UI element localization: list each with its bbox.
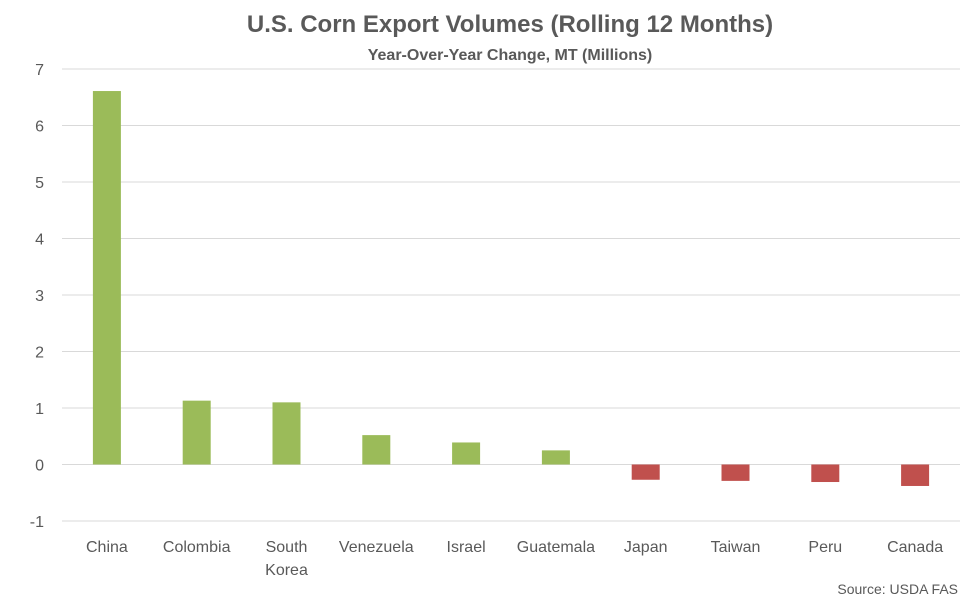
y-tick-label: 1	[35, 401, 44, 418]
source-note: Source: USDA FAS	[837, 581, 958, 597]
bar	[541, 450, 570, 465]
bar	[631, 464, 660, 480]
y-tick-label: 2	[35, 345, 44, 362]
chart-subtitle: Year-Over-Year Change, MT (Millions)	[368, 47, 653, 64]
bar	[272, 402, 301, 465]
x-category-label: Peru	[808, 539, 842, 556]
y-tick-label: -1	[30, 514, 44, 531]
y-tick-label: 3	[35, 288, 44, 305]
bar	[362, 435, 391, 465]
y-tick-label: 6	[35, 119, 44, 136]
bar	[811, 464, 840, 483]
y-tick-label: 4	[35, 232, 44, 249]
chart-title: U.S. Corn Export Volumes (Rolling 12 Mon…	[247, 11, 773, 38]
x-category-label: China	[86, 539, 128, 556]
bar	[92, 91, 121, 465]
bar	[182, 400, 211, 465]
x-category-label: Israel	[447, 539, 486, 556]
bars	[92, 91, 930, 486]
x-category-label: Venezuela	[339, 539, 414, 556]
x-category-label: Guatemala	[517, 539, 595, 556]
x-category-label: Taiwan	[711, 539, 761, 556]
x-axis-categories: China Colombia South Korea Venezuela Israel Gu…	[86, 539, 943, 579]
y-axis-ticks: -1 0 1 2 3 4 5 6 7	[30, 62, 44, 531]
bar	[721, 464, 750, 481]
x-category-label: South Korea	[265, 539, 308, 579]
y-tick-label: 5	[35, 175, 44, 192]
x-category-label: Japan	[624, 539, 668, 556]
y-tick-label: 0	[35, 458, 44, 475]
x-category-label: Colombia	[163, 539, 231, 556]
bar	[452, 442, 481, 465]
y-tick-label: 7	[35, 62, 44, 79]
bar	[901, 464, 930, 486]
gridlines	[62, 68, 960, 522]
x-category-label: Canada	[887, 539, 943, 556]
